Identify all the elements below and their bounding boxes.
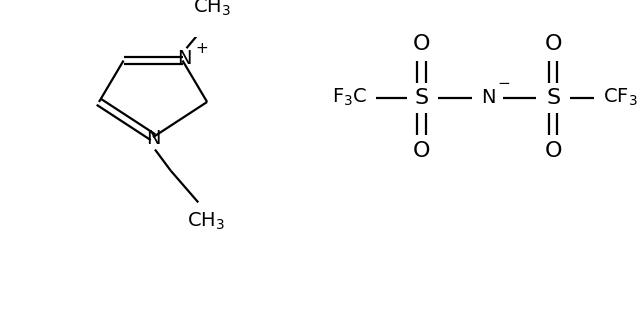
Text: CH$_3$: CH$_3$ (187, 210, 225, 232)
Text: O: O (413, 141, 430, 161)
Text: S: S (546, 88, 560, 107)
Text: S: S (414, 88, 428, 107)
Text: N: N (481, 88, 495, 107)
Text: −: − (497, 76, 510, 91)
Text: F$_3$C: F$_3$C (332, 87, 367, 108)
Text: O: O (545, 141, 562, 161)
Text: N: N (177, 49, 192, 68)
Text: CH$_3$: CH$_3$ (193, 0, 231, 18)
Text: N: N (146, 129, 160, 148)
Text: +: + (196, 41, 209, 56)
Text: O: O (413, 34, 430, 54)
Text: CF$_3$: CF$_3$ (603, 87, 637, 108)
Text: O: O (545, 34, 562, 54)
